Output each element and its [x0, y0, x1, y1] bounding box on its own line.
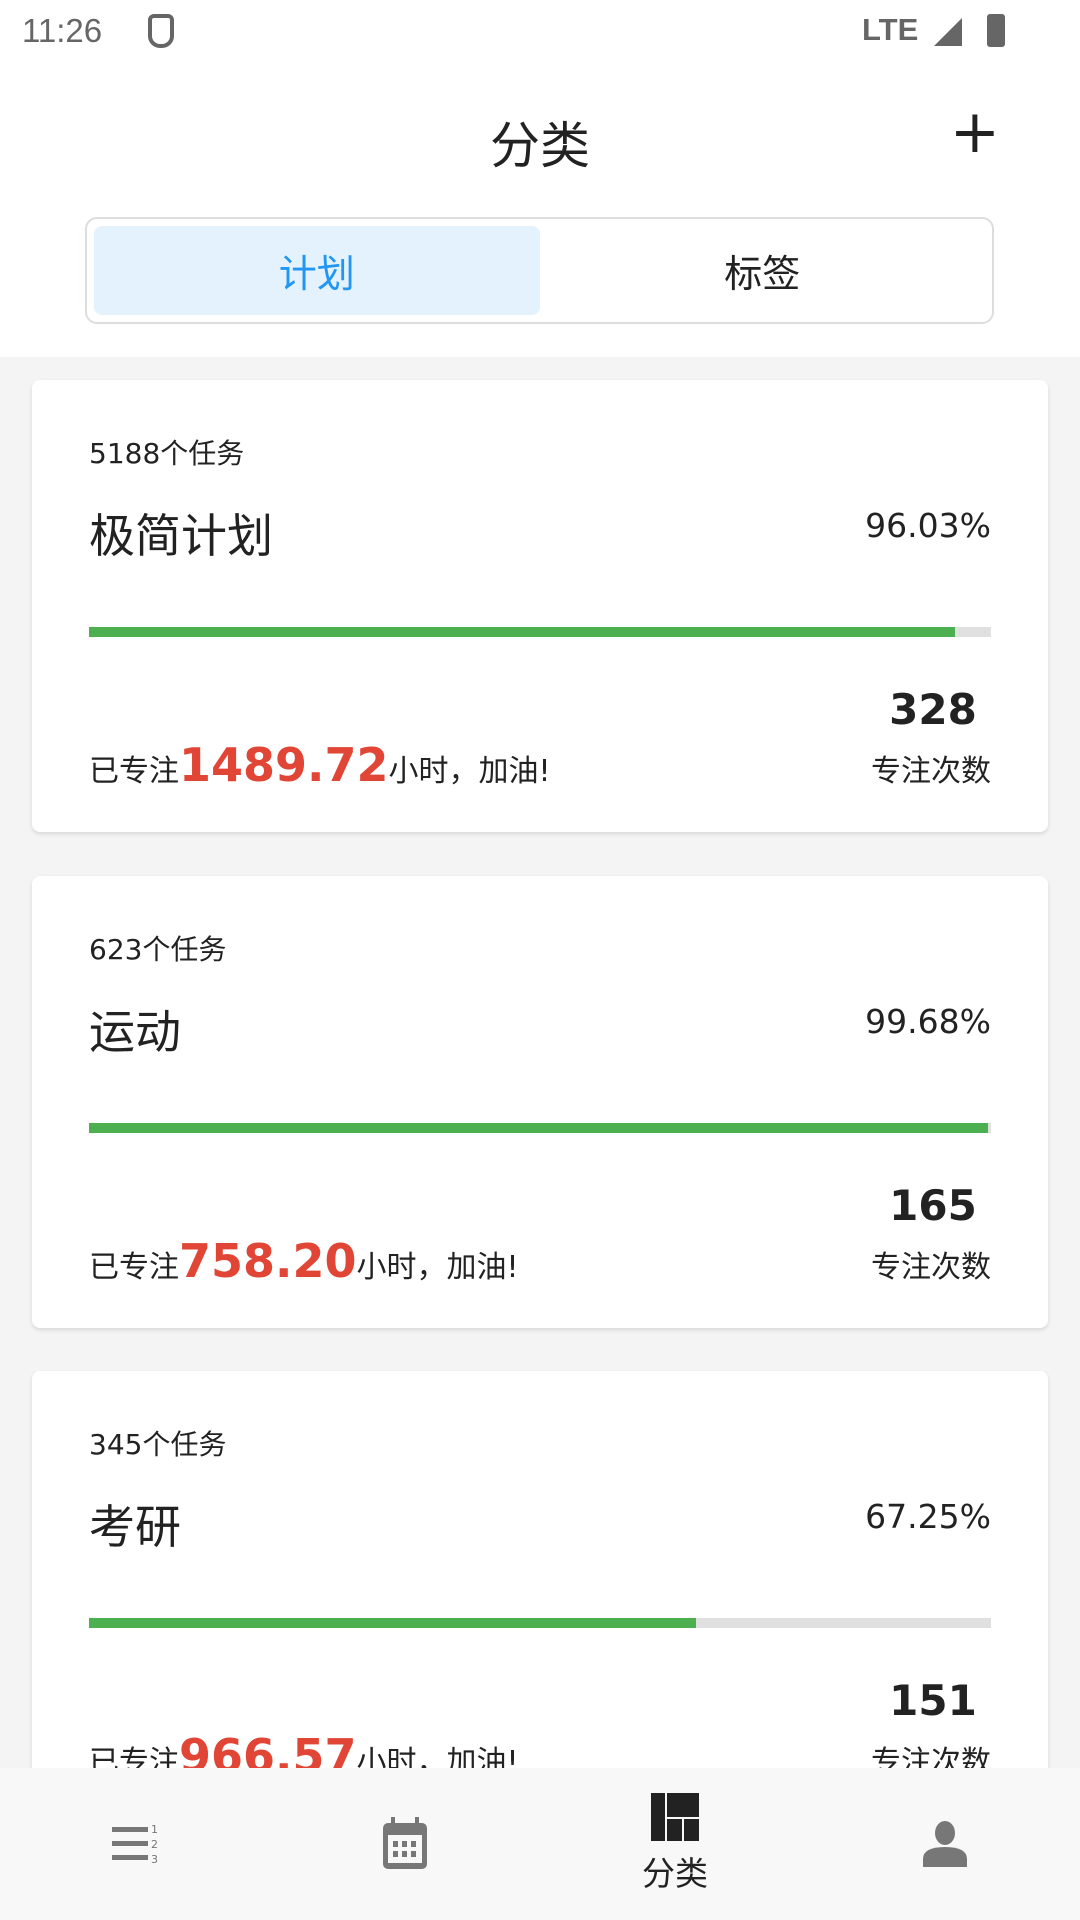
focused-suffix: 小时，加油! — [388, 754, 551, 789]
session-count: 165 — [889, 1181, 977, 1230]
session-count: 151 — [889, 1676, 977, 1725]
page-title: 分类 — [490, 117, 590, 175]
progress-bar — [89, 1618, 991, 1628]
task-count: 345个任务 — [89, 1428, 227, 1461]
task-count: 5188个任务 — [89, 437, 245, 470]
add-button[interactable]: + — [949, 97, 1000, 167]
notification-app-icon — [148, 14, 174, 48]
header: 分类 + 计划 标签 — [0, 66, 1080, 357]
progress-fill — [89, 1123, 989, 1133]
network-type: LTE — [862, 12, 919, 47]
tab-tags[interactable]: 标签 — [724, 252, 801, 296]
status-time: 11:26 — [22, 12, 103, 49]
signal-icon — [934, 18, 962, 46]
segmented-control: 计划 标签 — [85, 217, 994, 324]
nav-category-label: 分类 — [642, 1854, 708, 1893]
session-count: 328 — [889, 685, 977, 734]
session-count-label: 专注次数 — [871, 1250, 991, 1285]
focused-suffix: 小时，加油! — [356, 1250, 519, 1285]
progress-bar — [89, 627, 991, 637]
category-card[interactable]: 623个任务 运动 99.68% 已专注 758.20 小时，加油! 165 专注次… — [32, 876, 1048, 1328]
focused-prefix: 已专注 — [89, 1250, 179, 1285]
battery-icon — [987, 14, 1005, 47]
session-count-label: 专注次数 — [871, 754, 991, 789]
category-name: 考研 — [89, 1500, 181, 1554]
calendar-icon — [383, 1817, 427, 1869]
nav-calendar[interactable] — [270, 1768, 540, 1920]
person-icon — [923, 1821, 967, 1867]
focused-hours-text: 已专注 758.20 小时，加油! — [89, 1234, 519, 1288]
tab-plans[interactable]: 计划 — [94, 226, 540, 315]
progress-fill — [89, 1618, 696, 1628]
completion-percent: 67.25% — [865, 1497, 991, 1536]
completion-percent: 96.03% — [865, 506, 991, 545]
category-name: 运动 — [89, 1005, 181, 1059]
svg-text:2: 2 — [151, 1838, 158, 1851]
svg-text:1: 1 — [151, 1823, 158, 1836]
bottom-nav: 1 2 3 分类 — [0, 1768, 1080, 1920]
progress-fill — [89, 627, 956, 637]
category-name: 极简计划 — [89, 509, 273, 563]
task-count: 623个任务 — [89, 933, 227, 966]
category-grid-icon — [651, 1793, 699, 1841]
category-card[interactable]: 5188个任务 极简计划 96.03% 已专注 1489.72 小时，加油! 328… — [32, 380, 1048, 832]
progress-bar — [89, 1123, 991, 1133]
nav-tasks[interactable]: 1 2 3 — [0, 1768, 270, 1920]
focused-hours-text: 已专注 1489.72 小时，加油! — [89, 738, 551, 792]
completion-percent: 99.68% — [865, 1002, 991, 1041]
focused-hours: 758.20 — [179, 1234, 357, 1288]
category-card[interactable]: 345个任务 考研 67.25% 已专注 966.57 小时，加油! 151 专注次… — [32, 1371, 1048, 1823]
focused-hours: 1489.72 — [179, 738, 389, 792]
focused-prefix: 已专注 — [89, 754, 179, 789]
svg-text:3: 3 — [151, 1853, 158, 1866]
nav-category[interactable]: 分类 — [540, 1768, 810, 1920]
nav-profile[interactable] — [810, 1768, 1080, 1920]
status-bar: 11:26 LTE — [0, 0, 1080, 66]
list-numbered-icon: 1 2 3 — [112, 1823, 158, 1866]
